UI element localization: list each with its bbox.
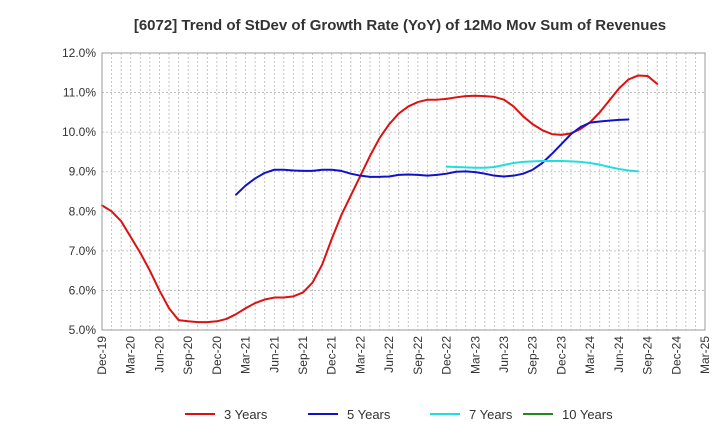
series-layer [101,74,659,324]
x-tick-label: Dec-19 [95,336,109,375]
y-tick-label: 9.0% [69,165,97,179]
series-line-7-years [445,160,639,173]
x-tick-label: Jun-22 [382,336,396,373]
x-tick-label: Sep-21 [296,336,310,375]
series-line-5-years [235,118,630,196]
y-tick-label: 7.0% [69,244,97,258]
legend-label-10-years: 10 Years [562,407,613,422]
x-axis-ticks: Dec-19 Mar-20 Jun-20 Sep-20 Dec-20 Mar-21 Jun-… [95,336,712,375]
x-tick-label: Jun-20 [152,336,166,373]
x-tick-label: Sep-24 [641,336,655,375]
y-tick-label: 6.0% [69,283,97,297]
y-tick-label: 10.0% [62,125,96,139]
y-tick-label: 8.0% [69,204,97,218]
x-tick-label: Mar-25 [698,336,712,374]
x-tick-label: Mar-24 [583,336,597,374]
x-tick-label: Sep-23 [526,336,540,375]
x-tick-label: Dec-24 [669,336,683,375]
y-axis-ticks: 5.0% 6.0% 7.0% 8.0% 9.0% 10.0% 11.0% 12.0% [62,46,96,337]
x-tick-label: Mar-20 [124,336,138,374]
x-tick-label: Jun-21 [267,336,281,373]
x-tick-label: Sep-20 [181,336,195,375]
x-tick-label: Mar-23 [468,336,482,374]
legend-label-5-years: 5 Years [347,407,391,422]
x-tick-label: Dec-23 [554,336,568,375]
x-tick-label: Dec-22 [440,336,454,375]
plot-frame [101,52,706,331]
grid-layer [102,53,705,330]
x-tick-label: Dec-21 [325,336,339,375]
x-tick-label: Sep-22 [411,336,425,375]
x-tick-label: Jun-23 [497,336,511,373]
y-tick-label: 11.0% [63,86,96,100]
x-tick-label: Mar-22 [353,336,367,374]
series-line-3-years [101,74,659,324]
legend-label-3-years: 3 Years [224,407,268,422]
x-tick-label: Dec-20 [210,336,224,375]
x-tick-label: Mar-21 [239,336,253,374]
legend: 3 Years 5 Years 7 Years 10 Years [185,407,613,422]
y-tick-label: 12.0% [62,46,96,60]
y-tick-label: 5.0% [69,323,97,337]
x-tick-label: Jun-24 [612,336,626,373]
legend-label-7-years: 7 Years [469,407,513,422]
chart-title: [6072] Trend of StDev of Growth Rate (Yo… [134,17,666,34]
